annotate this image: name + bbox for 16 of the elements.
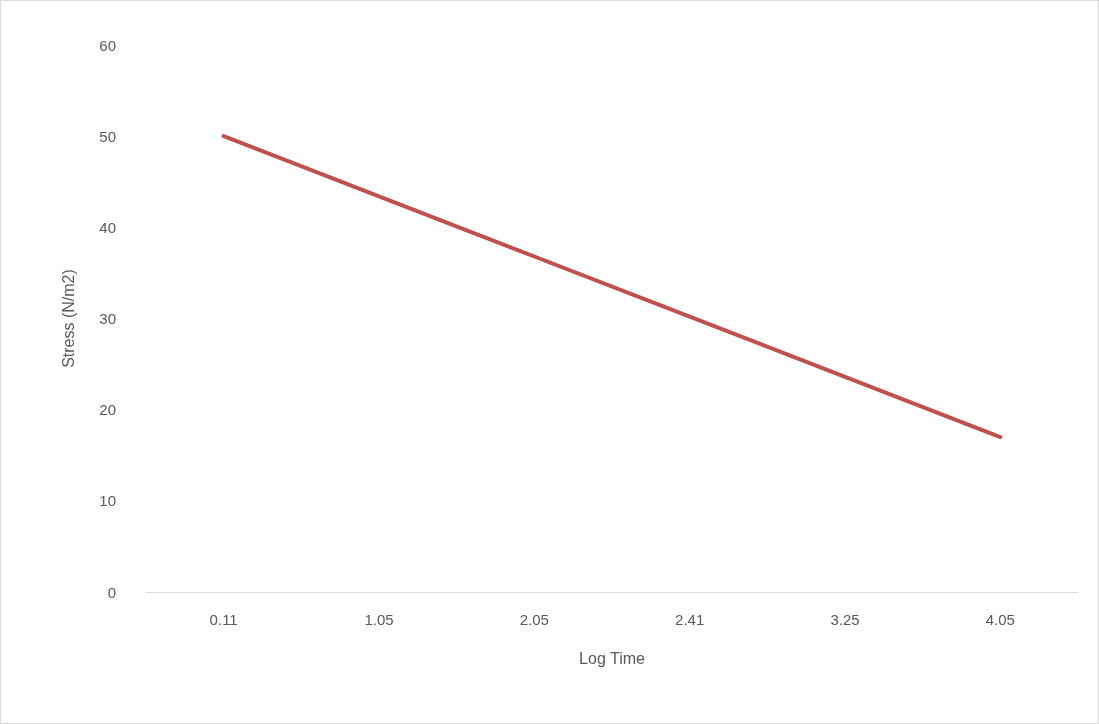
y-tick-label: 40	[99, 218, 116, 236]
x-tick-label: 2.05	[519, 611, 549, 628]
x-tick-label: 3.25	[830, 611, 860, 628]
y-axis-title: Stress (N/m2)	[59, 269, 77, 368]
y-tick-label: 10	[99, 492, 116, 510]
y-tick-label: 50	[99, 127, 116, 145]
x-tick-label: 0.11	[209, 611, 238, 628]
x-axis-title: Log Time	[579, 649, 646, 667]
x-tick-label: 1.05	[364, 611, 394, 628]
y-tick-label: 30	[99, 310, 116, 327]
y-tick-label: 60	[99, 36, 116, 54]
y-tick-label: 0	[107, 583, 116, 601]
x-tick-label: 2.41	[675, 611, 705, 628]
line-series	[221, 134, 1003, 440]
y-tick-label: 20	[99, 401, 116, 419]
x-tick-label: 4.05	[985, 611, 1015, 628]
